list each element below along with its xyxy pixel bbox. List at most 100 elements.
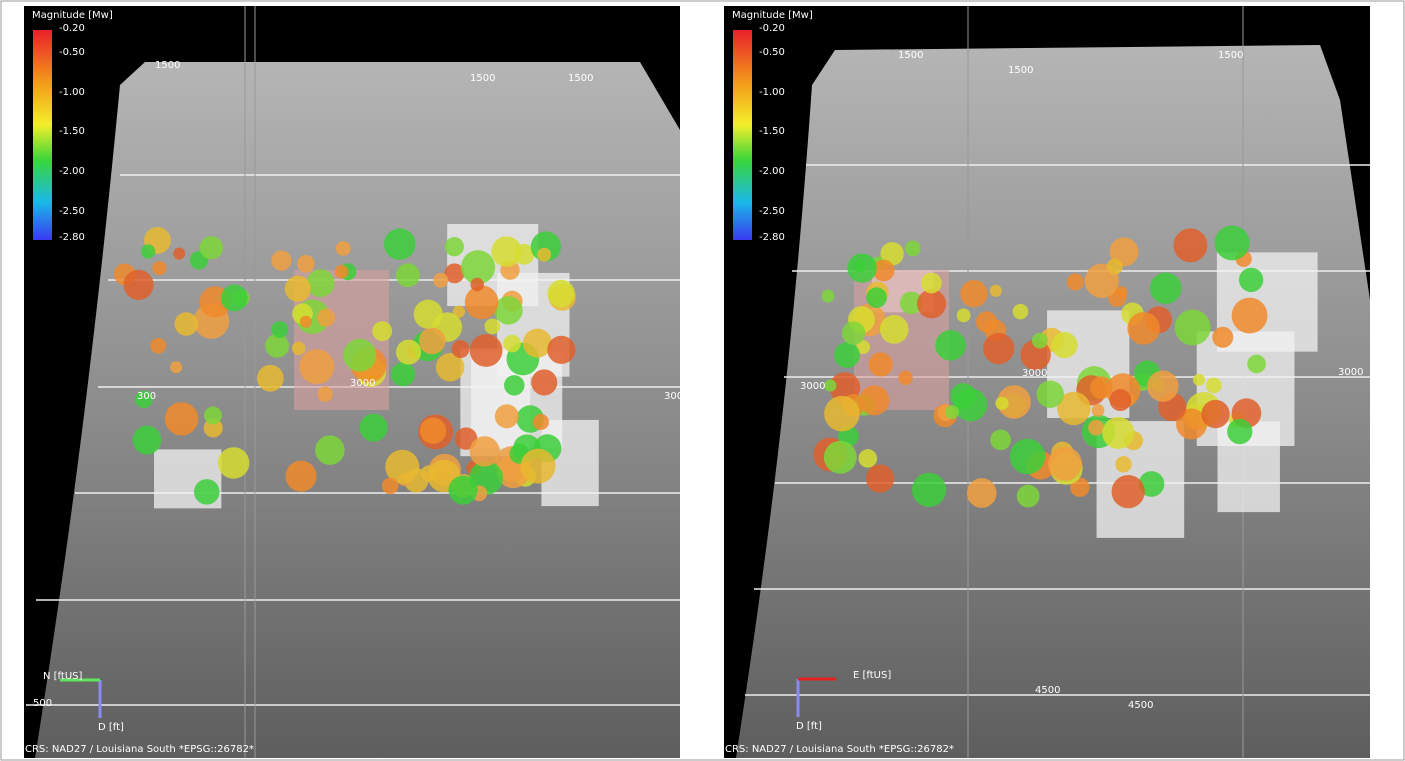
event [494, 296, 523, 325]
colorbar-title: Magnitude [Mw] [732, 10, 813, 21]
grid-label: 1500 [1218, 50, 1243, 61]
event [1205, 377, 1222, 394]
event [199, 236, 223, 260]
event [1174, 309, 1211, 346]
axis-label: E [ftUS] [853, 670, 891, 681]
event [317, 386, 333, 402]
event [821, 289, 835, 303]
event [317, 308, 336, 327]
event [956, 308, 971, 323]
event [123, 269, 154, 300]
grid-label: 3000 [1022, 368, 1047, 379]
event [995, 396, 1009, 410]
crs-label: CRS: NAD27 / Louisiana South *EPSG::2678… [25, 744, 254, 755]
event [271, 321, 289, 339]
event [381, 477, 399, 495]
event [997, 385, 1031, 419]
event [334, 264, 349, 279]
event [1051, 331, 1078, 359]
event [203, 418, 223, 438]
event [299, 349, 335, 385]
event [1091, 404, 1105, 417]
event [435, 352, 465, 382]
colorbar-tick: -2.00 [759, 166, 785, 177]
event [547, 335, 576, 364]
event [880, 242, 904, 266]
event [395, 263, 420, 288]
event [291, 341, 306, 356]
event [1176, 408, 1208, 440]
event [444, 263, 465, 284]
event [1031, 332, 1048, 349]
event [879, 315, 909, 344]
colorbar-tick: -2.50 [59, 206, 85, 217]
colorbar-title: Magnitude [Mw] [32, 10, 113, 21]
axis-label: D [ft] [98, 722, 124, 733]
colorbar-tick: -2.80 [59, 232, 85, 243]
event [1238, 267, 1264, 293]
event [204, 406, 222, 425]
grid-label: 500 [33, 698, 52, 709]
event [1106, 258, 1123, 275]
grid-label: 1500 [568, 73, 593, 84]
event [284, 275, 311, 302]
event [170, 361, 183, 374]
event [152, 261, 167, 276]
event [1057, 391, 1091, 426]
event [520, 448, 556, 484]
event [306, 269, 335, 298]
event [531, 369, 558, 396]
event [856, 340, 871, 355]
event [532, 413, 549, 431]
grid-label: 3000 [664, 391, 689, 402]
event [1127, 312, 1160, 345]
event [418, 327, 446, 355]
event [1212, 326, 1234, 348]
colorbar [733, 30, 752, 240]
event [470, 277, 484, 292]
event [859, 385, 890, 416]
colorbar-tick: -0.20 [59, 23, 85, 34]
event [469, 334, 503, 367]
grid-label: 300 [137, 391, 156, 402]
event [872, 259, 895, 282]
event [975, 311, 998, 333]
event [1115, 286, 1128, 299]
event [945, 405, 960, 420]
event [297, 254, 315, 273]
event [150, 337, 167, 354]
event [271, 250, 292, 271]
colorbar-tick: -1.50 [59, 126, 85, 137]
grid-label: 3000 [800, 381, 825, 392]
event [1066, 273, 1084, 291]
event [916, 289, 947, 319]
grid-label: 4500 [1128, 700, 1153, 711]
event [1149, 272, 1182, 304]
event [522, 328, 552, 358]
grid-label: 1500 [898, 50, 923, 61]
event [413, 299, 443, 329]
event [1016, 484, 1040, 508]
event [1115, 456, 1132, 473]
axis-label: N [ftUS] [43, 671, 82, 682]
event [960, 279, 988, 308]
event [451, 340, 470, 359]
event [920, 272, 942, 294]
event [1109, 389, 1132, 412]
colorbar [33, 30, 52, 240]
event [383, 228, 416, 260]
event [385, 449, 420, 484]
event [452, 305, 466, 318]
event [372, 321, 393, 342]
event [503, 334, 521, 353]
event [193, 479, 220, 505]
event [935, 330, 966, 361]
grid-label: 3000 [1338, 367, 1363, 378]
event [391, 362, 416, 387]
event [868, 352, 893, 377]
event [983, 332, 1015, 365]
event [448, 475, 478, 505]
colorbar-tick: -0.50 [759, 47, 785, 58]
event [265, 333, 290, 358]
